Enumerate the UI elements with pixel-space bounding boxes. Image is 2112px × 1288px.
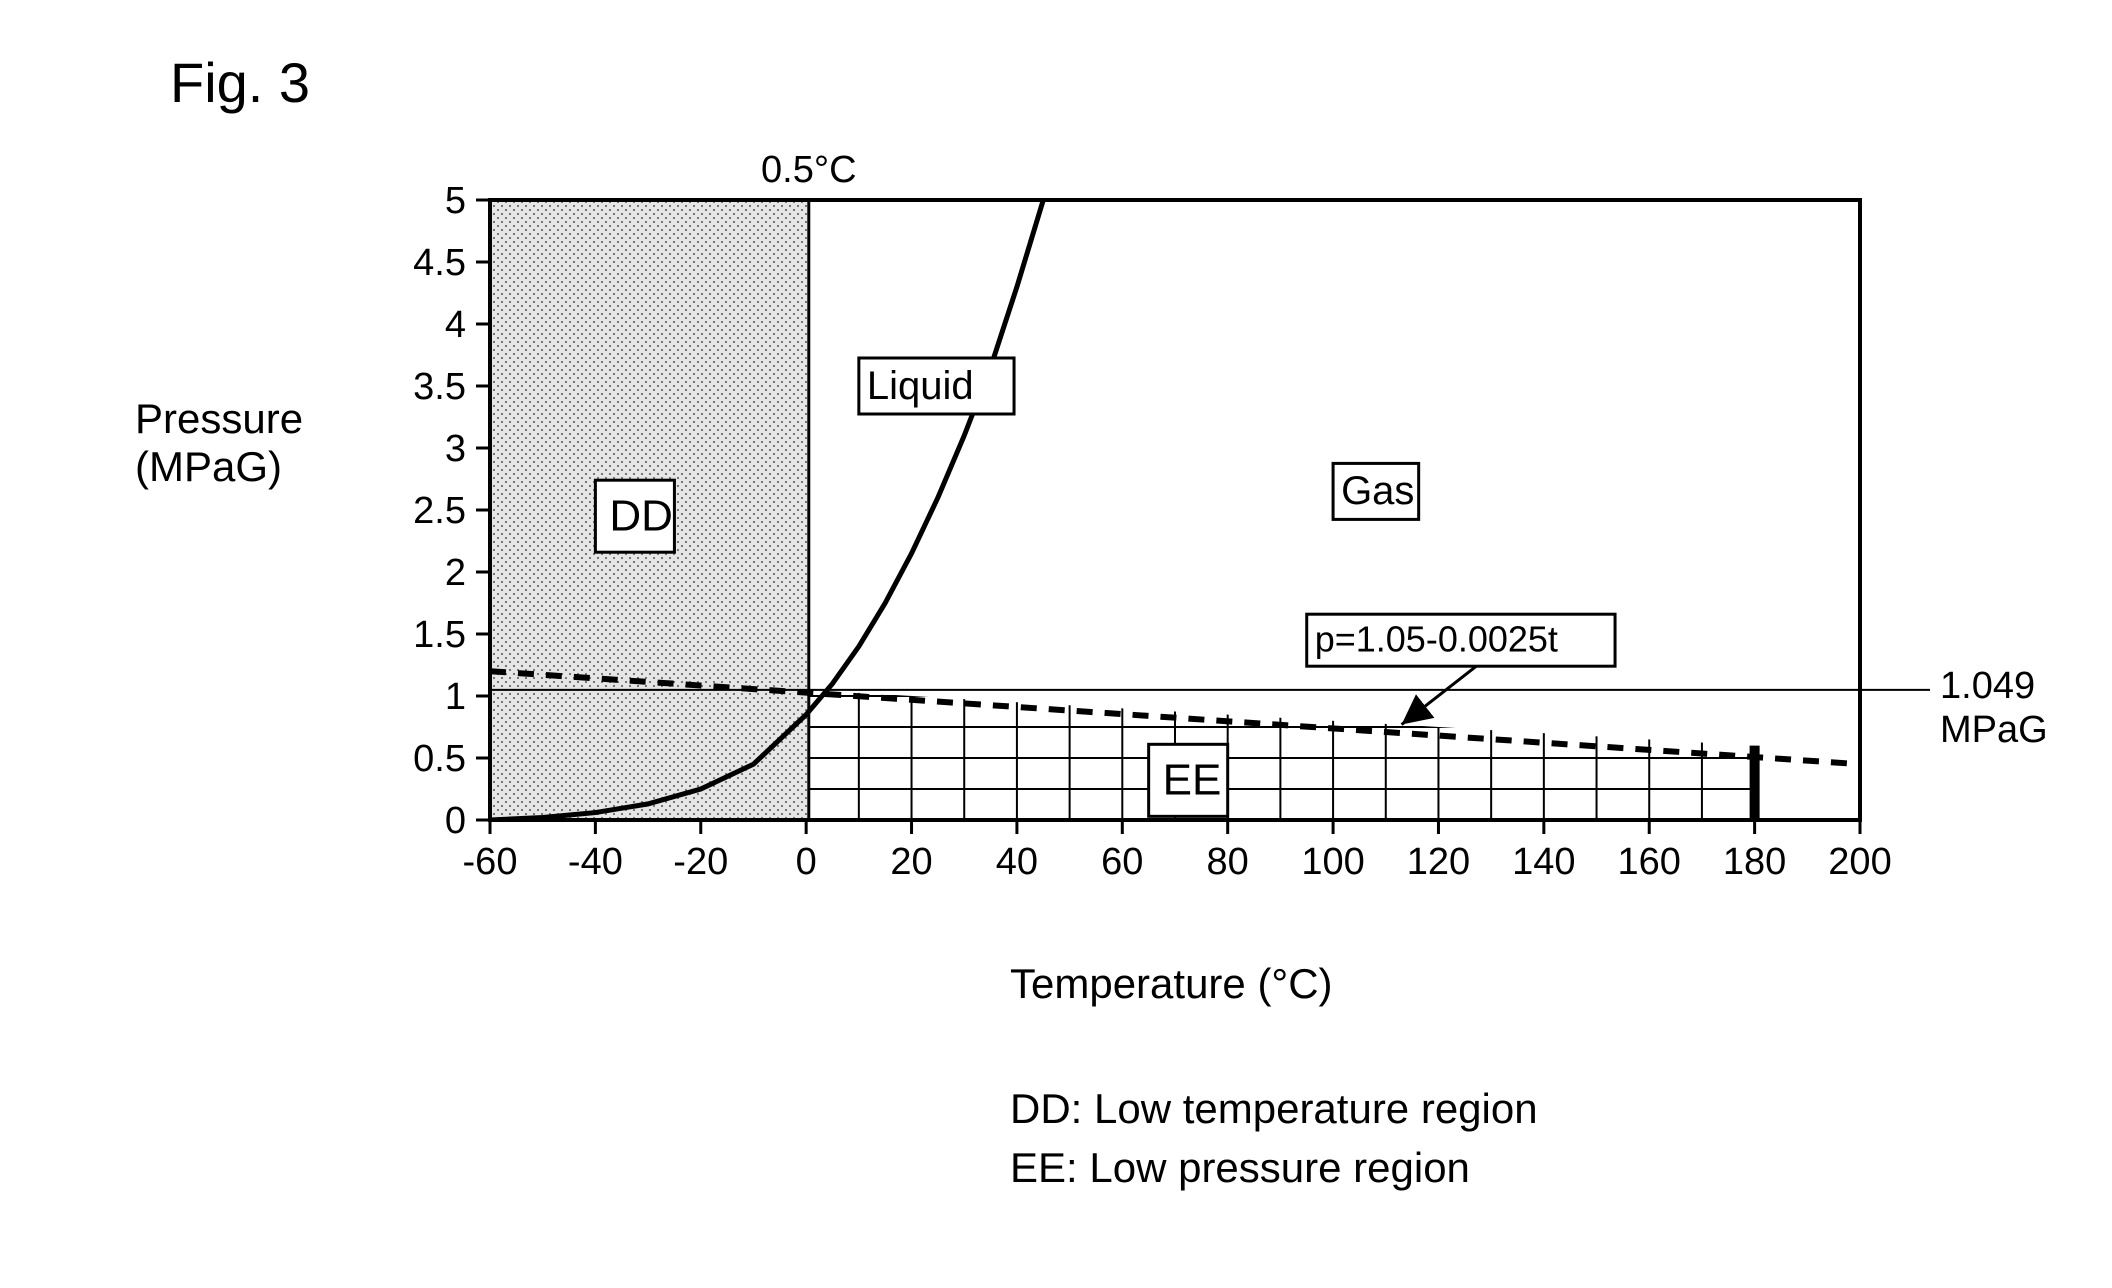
x-tick-label: 60 (1101, 841, 1143, 883)
vline-0p5c-label: 0.5°C (761, 149, 856, 191)
y-tick-label: 5 (445, 180, 466, 222)
annotation-eq: p=1.05-0.0025t (1315, 619, 1558, 660)
annotation-gas: Gas (1341, 469, 1414, 513)
annotation-ee: EE (1163, 755, 1222, 804)
y-tick-label: 2 (445, 552, 466, 594)
x-tick-label: -60 (463, 841, 518, 883)
y-tick-label: 0.5 (413, 738, 466, 780)
annotation-dd: DD (609, 491, 673, 540)
x-tick-label: 120 (1407, 841, 1470, 883)
y-tick-label: 0 (445, 800, 466, 842)
x-tick-label: 100 (1301, 841, 1364, 883)
y-tick-label: 1.5 (413, 614, 466, 656)
y-tick-label: 4.5 (413, 242, 466, 284)
x-tick-label: 20 (890, 841, 932, 883)
x-tick-label: -20 (673, 841, 728, 883)
x-tick-label: -40 (568, 841, 623, 883)
annotation-liquid: Liquid (867, 364, 974, 408)
y-tick-label: 3.5 (413, 366, 466, 408)
y-tick-label: 4 (445, 304, 466, 346)
hline-1p049-label: MPaG (1940, 709, 2048, 751)
y-tick-label: 3 (445, 428, 466, 470)
x-tick-label: 0 (796, 841, 817, 883)
x-tick-label: 200 (1828, 841, 1891, 883)
x-tick-label: 160 (1618, 841, 1681, 883)
page-root: { "figure": { "title": "Fig. 3", "y_axis… (0, 0, 2112, 1288)
y-tick-label: 2.5 (413, 490, 466, 532)
hline-1p049-label: 1.049 (1940, 665, 2035, 707)
x-tick-label: 40 (996, 841, 1038, 883)
phase-diagram-chart: 0.5°C1.049MPaG-60-40-2002040608010012014… (0, 0, 2112, 1288)
x-tick-label: 140 (1512, 841, 1575, 883)
x-tick-label: 180 (1723, 841, 1786, 883)
y-tick-label: 1 (445, 676, 466, 718)
x-tick-label: 80 (1207, 841, 1249, 883)
